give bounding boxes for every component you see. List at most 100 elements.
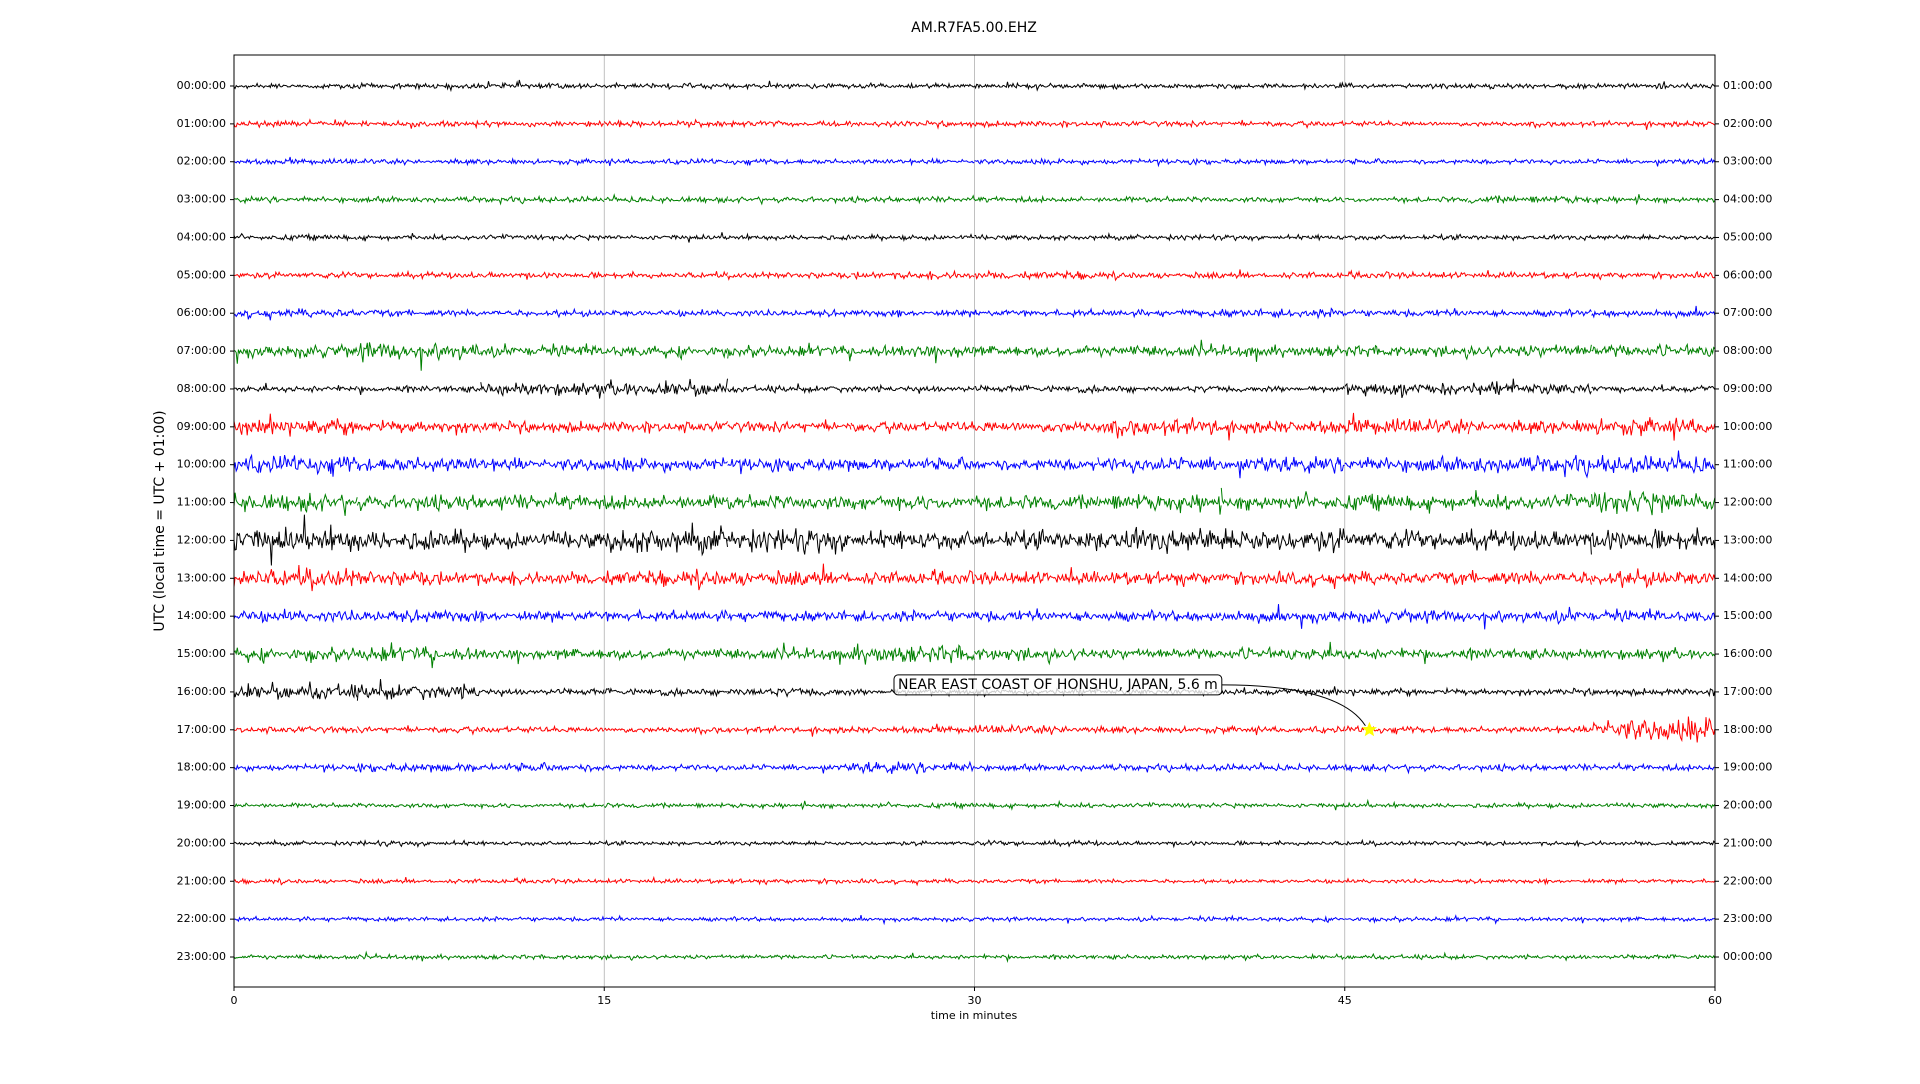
trace-segment xyxy=(480,157,605,167)
trace-segment xyxy=(480,343,605,359)
trace-segment xyxy=(356,608,482,623)
y-tick-label: 01:00:00 xyxy=(177,117,226,130)
trace-segment xyxy=(1097,157,1222,168)
trace-segment xyxy=(727,419,852,434)
trace-segment xyxy=(233,118,358,129)
trace-segment xyxy=(1097,801,1222,810)
y2-tick-label: 16:00:00 xyxy=(1723,647,1772,660)
x-axis-label: time in minutes xyxy=(931,1009,1018,1022)
y2-tick-label: 00:00:00 xyxy=(1723,950,1772,963)
trace-segment xyxy=(604,801,728,810)
y-tick-label: 22:00:00 xyxy=(177,912,226,925)
trace-segment xyxy=(974,877,1098,885)
trace-segment xyxy=(1467,82,1592,91)
trace-segment xyxy=(1467,801,1592,810)
trace-segment xyxy=(1220,384,1345,394)
trace-segment xyxy=(1344,454,1469,473)
trace-segment xyxy=(1221,158,1345,167)
trace-segment xyxy=(974,344,1099,359)
y2-tick-label: 17:00:00 xyxy=(1723,685,1772,698)
trace-segment xyxy=(727,953,851,961)
trace-segment xyxy=(1221,914,1345,924)
y-axis-label: UTC (local time = UTC + 01:00) xyxy=(152,410,168,631)
trace-segment xyxy=(1591,384,1716,395)
trace-segment xyxy=(850,643,975,665)
trace-segment xyxy=(233,762,358,773)
trace-segment xyxy=(480,571,605,586)
trace-segment xyxy=(357,195,482,204)
trace-segment xyxy=(1467,121,1592,130)
trace-segment xyxy=(1467,344,1592,359)
trace-segment xyxy=(1097,877,1222,885)
y2-tick-label: 11:00:00 xyxy=(1723,458,1772,471)
trace-segment xyxy=(356,494,482,513)
trace-segment xyxy=(480,530,605,550)
trace-segment xyxy=(727,877,852,886)
trace-segment xyxy=(480,232,605,242)
trace-segment xyxy=(1591,608,1716,623)
trace-segment xyxy=(1591,81,1716,90)
trace-segment xyxy=(850,309,975,318)
trace-segment xyxy=(356,342,481,371)
trace-segment xyxy=(1467,454,1592,479)
trace-segment xyxy=(1344,269,1469,280)
trace-segment xyxy=(1344,81,1469,90)
y-tick-label: 00:00:00 xyxy=(177,79,226,92)
y2-tick-label: 18:00:00 xyxy=(1723,723,1772,736)
trace-segment xyxy=(1591,716,1716,743)
trace-segment xyxy=(1220,119,1345,129)
trace-segment xyxy=(356,761,482,773)
y-tick-label: 07:00:00 xyxy=(177,344,226,357)
trace-segment xyxy=(603,118,728,129)
trace-segment xyxy=(480,270,605,280)
trace-segment xyxy=(850,194,975,205)
trace-segment xyxy=(356,839,481,849)
trace-segment xyxy=(1467,233,1592,242)
trace-segment xyxy=(357,232,481,243)
y-tick-label: 21:00:00 xyxy=(177,874,226,887)
trace-segment xyxy=(357,876,482,885)
y-tick-label: 17:00:00 xyxy=(177,723,226,736)
y2-tick-label: 15:00:00 xyxy=(1723,609,1772,622)
trace-segment xyxy=(1468,270,1592,280)
trace-segment xyxy=(851,494,975,511)
trace-segment xyxy=(974,383,1099,395)
trace-segment xyxy=(727,342,852,362)
y-tick-label: 16:00:00 xyxy=(177,685,226,698)
y-tick-label: 15:00:00 xyxy=(177,647,226,660)
trace-segment xyxy=(233,514,358,566)
trace-segment xyxy=(1344,798,1469,810)
trace-segment xyxy=(851,81,975,90)
trace-segment xyxy=(480,953,605,961)
trace-segment xyxy=(974,233,1099,242)
trace-segment xyxy=(603,568,728,591)
trace-segment xyxy=(1468,915,1592,925)
trace-segment xyxy=(1220,344,1345,362)
trace-segment xyxy=(603,493,728,511)
y-tick-label: 04:00:00 xyxy=(177,230,226,243)
trace-segment xyxy=(850,760,975,775)
trace-segment xyxy=(1467,953,1592,962)
trace-segment xyxy=(1467,646,1592,661)
trace-segment xyxy=(1220,528,1345,554)
trace-segment xyxy=(727,915,852,923)
y2-tick-label: 03:00:00 xyxy=(1723,155,1772,168)
trace-segment xyxy=(1467,419,1592,435)
trace-segment xyxy=(356,308,481,318)
y2-tick-label: 10:00:00 xyxy=(1723,420,1772,433)
trace-segment xyxy=(727,609,852,623)
trace-segment xyxy=(1220,269,1345,280)
trace-segment xyxy=(480,307,605,319)
trace-segment xyxy=(1097,647,1222,661)
trace-segment xyxy=(1097,339,1222,359)
trace-segment xyxy=(356,679,481,701)
trace-segment xyxy=(1344,119,1469,128)
y2-tick-label: 23:00:00 xyxy=(1723,912,1772,925)
trace-segment xyxy=(1344,412,1469,435)
trace-segment xyxy=(1591,342,1716,357)
y-tick-label: 18:00:00 xyxy=(177,761,226,774)
trace-segment xyxy=(1344,493,1469,514)
trace-segment xyxy=(480,648,605,665)
